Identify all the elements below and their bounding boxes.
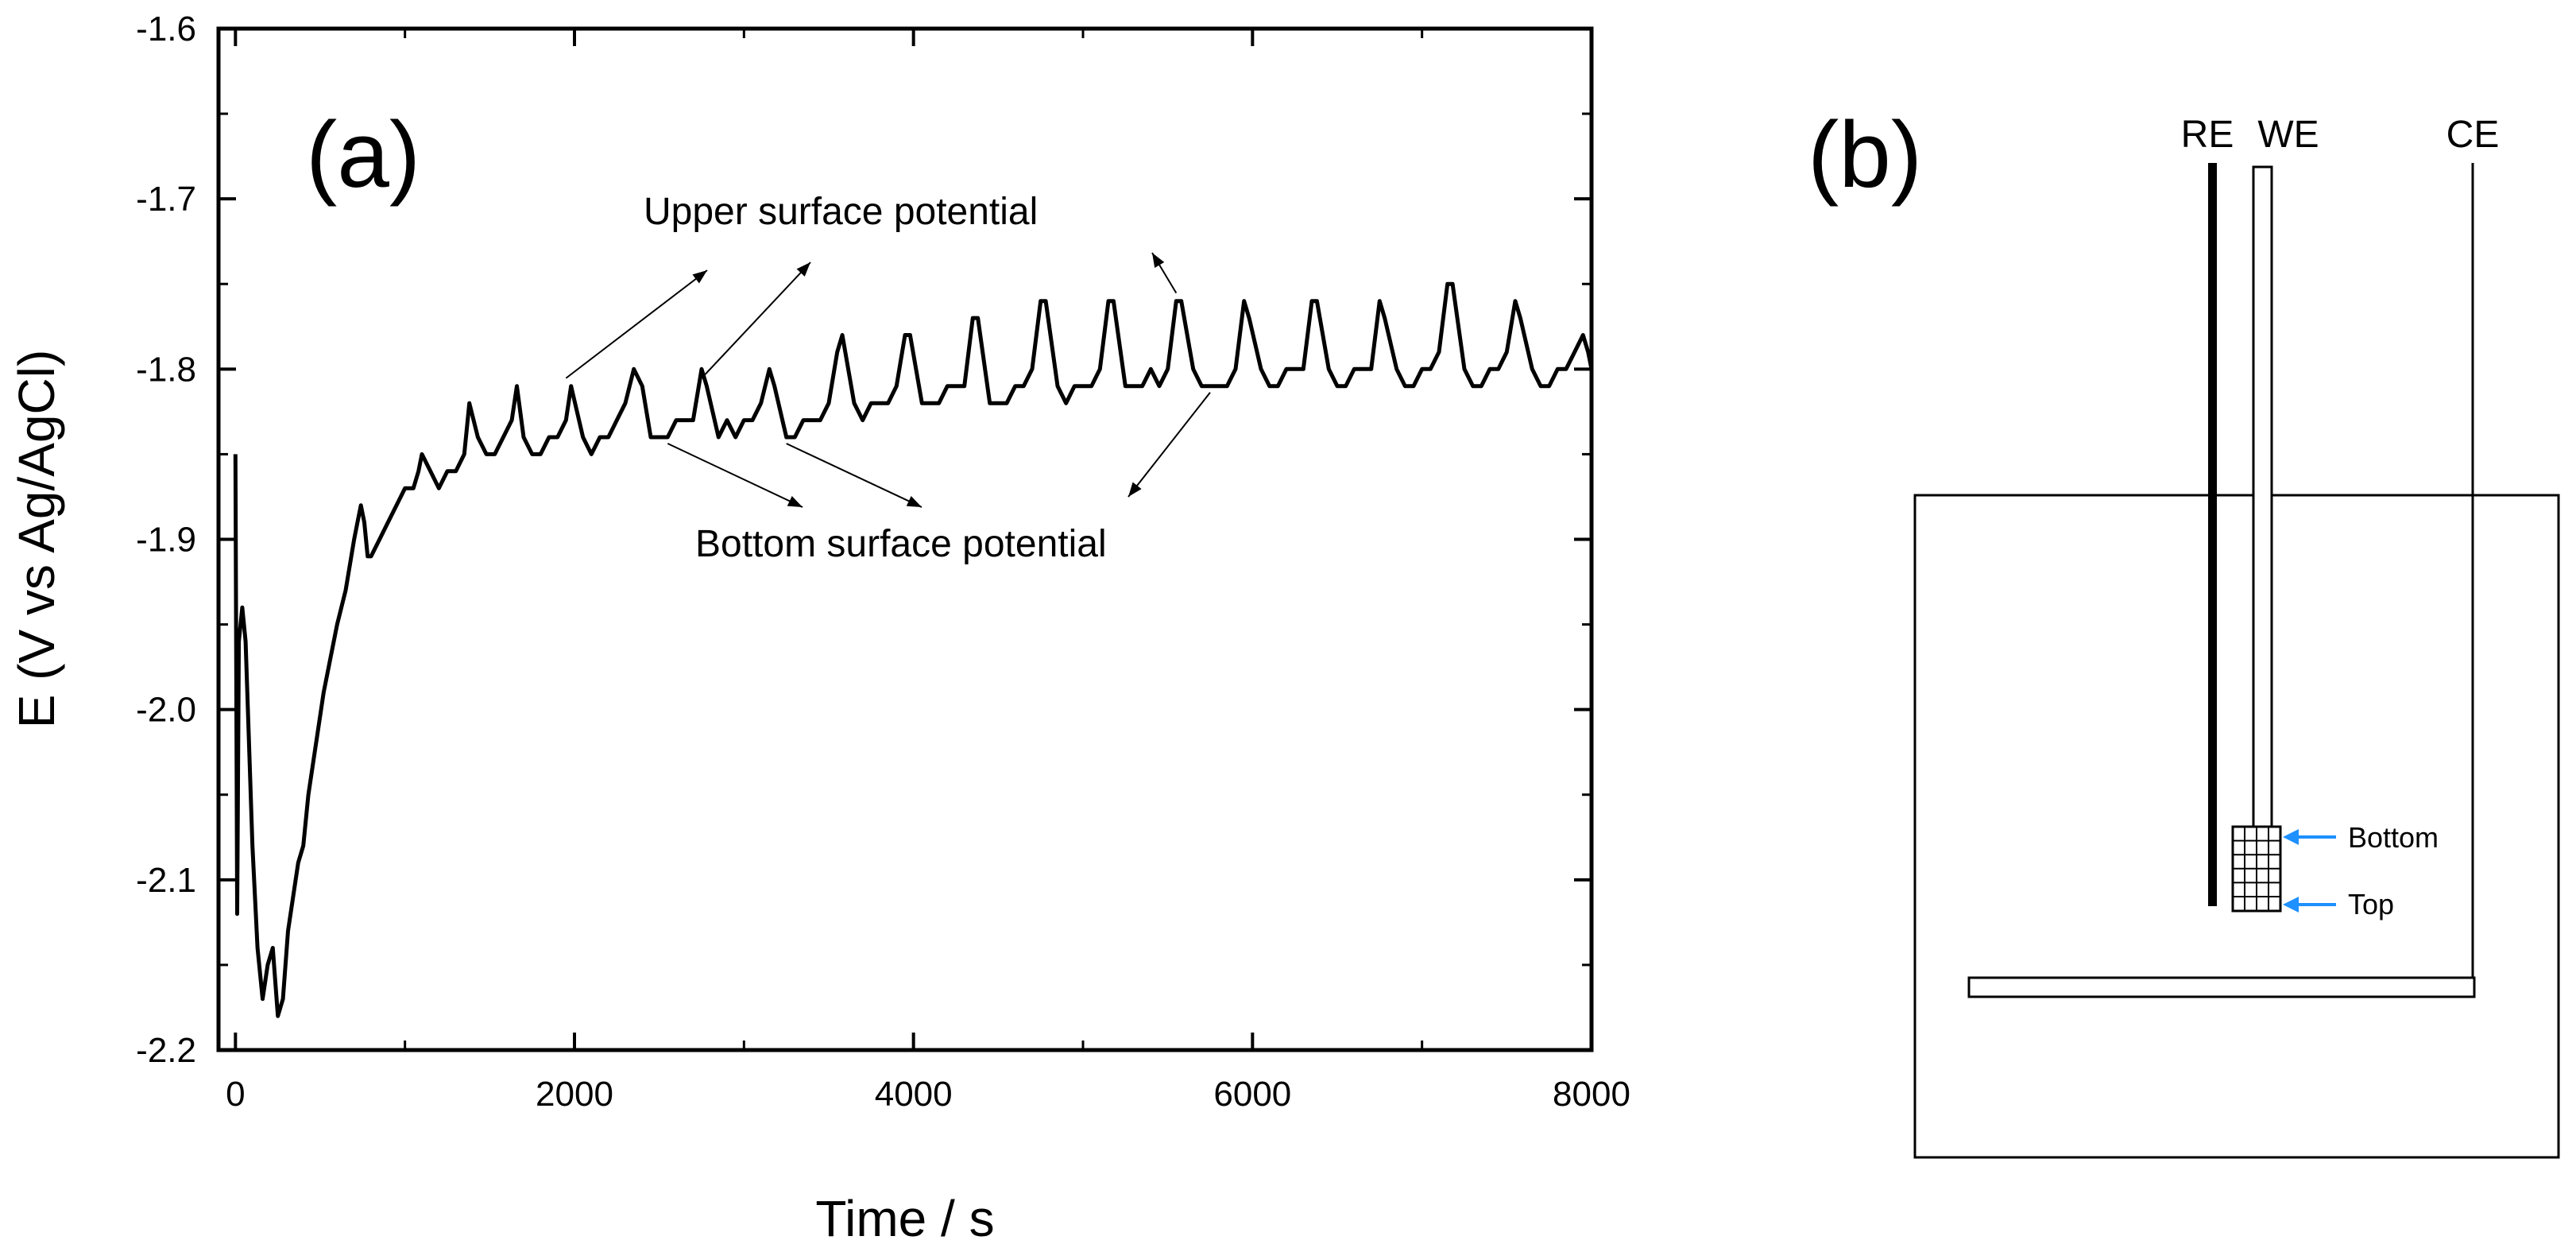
arrow-left-icon (2283, 897, 2299, 913)
label-we: WE (2257, 114, 2319, 156)
arrow-head-icon (906, 496, 922, 507)
x-tick-label: 6000 (1213, 1075, 1291, 1114)
reference-electrode (2208, 163, 2217, 906)
working-electrode-rod (2252, 165, 2273, 832)
panel-label-a: (a) (306, 103, 420, 207)
label-ce: CE (2446, 114, 2500, 156)
y-tick-label: -1.7 (136, 180, 196, 219)
label-re: RE (2181, 114, 2234, 156)
y-tick-label: -1.9 (136, 521, 196, 560)
y-tick-label: -2.2 (136, 1031, 196, 1070)
annotation-upper: Upper surface potential (644, 191, 1038, 233)
y-axis-title: E (V vs Ag/AgCl) (8, 350, 65, 729)
working-electrode-sample (2231, 825, 2282, 913)
annotation-arrow-line (786, 443, 922, 508)
annotation-arrow-line (1127, 392, 1211, 498)
arrow-head-icon (796, 262, 810, 277)
callout-bottom-label: Bottom (2348, 821, 2439, 854)
counter-electrode-plate (1967, 976, 2476, 998)
axis-tick-labels: 0 2000 4000 6000 8000 -2.2 -2.1 -2.0 -1.9 -1.8 -1.… (136, 10, 1630, 1114)
arrow-left-icon (2283, 829, 2299, 845)
x-tick-label: 2000 (536, 1075, 613, 1114)
arrow-head-icon (1152, 253, 1165, 269)
y-tick-label: -1.8 (136, 350, 196, 389)
x-tick-label: 0 (226, 1075, 245, 1114)
panel-a-chart: 0 2000 4000 6000 8000 -2.2 -2.1 -2.0 -1.9 -1.8 -1.… (8, 10, 1630, 1244)
arrow-head-icon (692, 270, 707, 284)
panel-label-b: (b) (1808, 103, 1922, 207)
arrow-head-icon (1128, 482, 1142, 497)
x-axis-title: Time / s (815, 1190, 994, 1244)
callout-bottom: Bottom (2283, 821, 2439, 854)
annotation-bottom: Bottom surface potential (695, 523, 1107, 565)
panel-b-cell-diagram: (b) RE WE CE Bottom Top (1808, 103, 2560, 1159)
annotation-arrows (565, 252, 1211, 508)
annotation-arrow-line (701, 262, 811, 379)
y-tick-label: -2.1 (136, 861, 196, 900)
x-tick-label: 4000 (875, 1075, 953, 1114)
x-tick-label: 8000 (1553, 1075, 1630, 1114)
cell-container (1913, 494, 2560, 1159)
y-tick-label: -2.0 (136, 691, 196, 730)
callout-top: Top (2283, 888, 2394, 920)
annotation-arrow-line (667, 443, 803, 508)
annotation-arrow-line (565, 269, 708, 379)
callout-top-label: Top (2348, 888, 2394, 920)
axis-ticks (219, 27, 1593, 1052)
y-tick-label: -1.6 (136, 10, 196, 48)
arrow-head-icon (787, 495, 803, 507)
series-line-potential (233, 281, 1594, 1018)
